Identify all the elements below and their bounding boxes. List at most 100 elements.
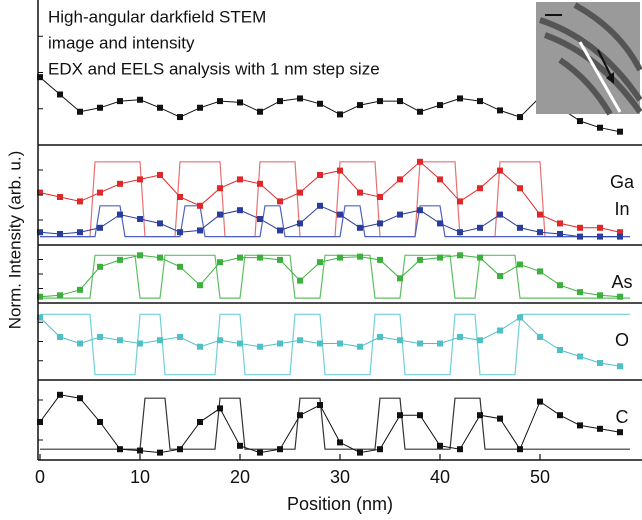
data-point <box>597 124 603 131</box>
data-point <box>317 259 323 266</box>
data-point <box>37 293 43 300</box>
data-point <box>437 254 443 261</box>
data-point <box>617 293 623 300</box>
data-point <box>157 104 163 111</box>
data-point <box>257 254 263 261</box>
data-point <box>557 220 563 227</box>
data-point <box>477 224 483 231</box>
data-point <box>557 347 563 353</box>
data-point <box>157 337 163 344</box>
data-point <box>437 340 443 347</box>
data-point <box>497 327 503 334</box>
data-point <box>357 253 363 260</box>
data-point <box>197 419 203 425</box>
series-line <box>39 254 621 298</box>
data-point <box>257 449 263 456</box>
data-point <box>37 314 43 321</box>
data-point <box>177 194 183 200</box>
data-point <box>277 198 283 205</box>
series-line <box>39 161 621 233</box>
data-point <box>317 402 323 408</box>
series-label: C <box>616 407 629 427</box>
data-point <box>57 391 63 398</box>
data-point <box>497 273 503 279</box>
data-point <box>97 263 103 270</box>
data-point <box>177 334 183 340</box>
data-point <box>157 449 163 456</box>
data-point <box>577 233 583 240</box>
data-point <box>77 108 83 115</box>
data-point <box>237 207 243 214</box>
data-point <box>497 211 503 218</box>
x-tick-label: 40 <box>430 467 450 487</box>
data-point <box>217 259 223 266</box>
data-point <box>497 107 503 114</box>
data-point <box>317 202 323 209</box>
data-point <box>357 343 363 350</box>
data-point <box>517 114 523 121</box>
data-point <box>537 334 543 340</box>
data-point <box>137 96 143 103</box>
x-tick-label: 10 <box>130 467 150 487</box>
data-point <box>177 263 183 270</box>
data-point <box>457 252 463 259</box>
data-point <box>77 286 83 293</box>
data-point <box>337 439 343 446</box>
data-point <box>277 256 283 263</box>
data-point <box>317 340 323 347</box>
data-point <box>277 227 283 234</box>
data-point <box>377 220 383 227</box>
data-point <box>397 98 403 105</box>
data-point <box>197 343 203 350</box>
data-point <box>177 229 183 236</box>
x-tick-label: 20 <box>230 467 250 487</box>
data-point <box>617 363 623 370</box>
data-point <box>37 419 43 425</box>
data-point <box>217 211 223 218</box>
data-point <box>397 275 403 282</box>
data-point <box>517 446 523 453</box>
series-line <box>39 205 620 238</box>
data-point <box>37 229 43 236</box>
data-point <box>317 172 323 178</box>
data-point <box>377 256 383 263</box>
data-point <box>197 104 203 111</box>
data-point <box>297 412 303 419</box>
data-point <box>537 211 543 218</box>
data-point <box>337 211 343 218</box>
data-point <box>417 207 423 214</box>
data-point <box>417 108 423 115</box>
data-point <box>57 230 63 237</box>
data-point <box>337 111 343 118</box>
data-point <box>517 224 523 231</box>
data-point <box>557 282 563 289</box>
data-point <box>37 189 43 196</box>
annotation: High-angular darkfield STEM <box>48 7 266 26</box>
data-point <box>417 158 423 165</box>
data-point <box>297 220 303 227</box>
data-point <box>57 334 63 340</box>
data-point <box>497 167 503 174</box>
data-point <box>377 446 383 453</box>
data-point <box>537 268 543 275</box>
x-axis-label: Position (nm) <box>287 494 393 514</box>
data-point <box>217 185 223 192</box>
data-point <box>277 340 283 347</box>
data-point <box>237 442 243 449</box>
data-point <box>537 398 543 405</box>
data-point <box>257 216 263 222</box>
data-point <box>117 337 123 344</box>
data-point <box>97 224 103 231</box>
data-point <box>457 229 463 236</box>
data-point <box>137 252 143 259</box>
series-label: As <box>611 272 632 292</box>
data-point <box>77 198 83 205</box>
annotation: EDX and EELS analysis with 1 nm step siz… <box>48 59 380 78</box>
data-point <box>337 340 343 347</box>
data-point <box>357 189 363 196</box>
data-point <box>177 114 183 121</box>
series-label: In <box>614 199 629 219</box>
x-tick-label: 0 <box>35 467 45 487</box>
series-line <box>39 394 621 454</box>
